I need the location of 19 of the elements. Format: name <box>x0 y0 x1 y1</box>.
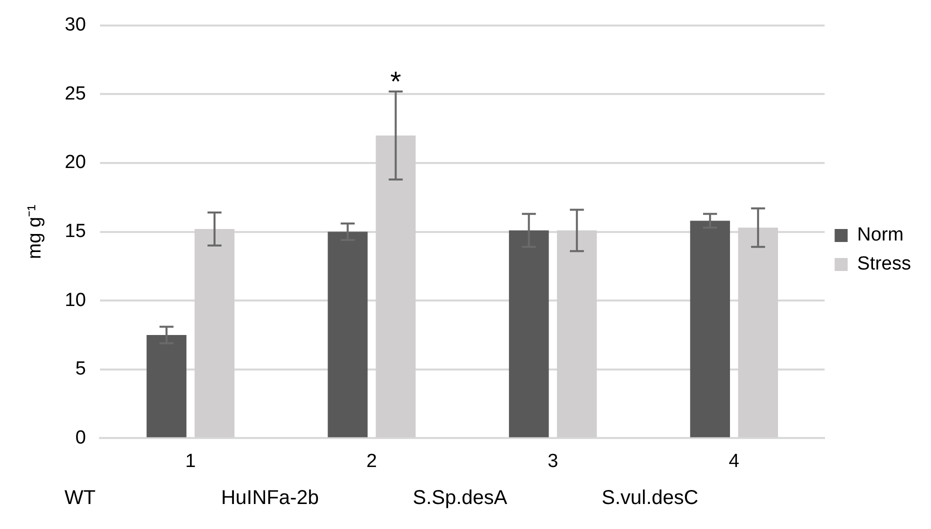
y-tick-label: 5 <box>75 358 86 380</box>
legend-label: Stress <box>857 254 912 275</box>
text: HuINFa-2b <box>221 487 319 510</box>
legend-label: Norm <box>857 224 904 246</box>
y-tick-label: 0 <box>75 427 86 448</box>
y-axis-title: mg g⁻¹ <box>24 204 46 260</box>
annotation: * <box>390 66 402 98</box>
y-tick-label: 20 <box>64 152 86 174</box>
x-tick-label: 2 <box>366 450 377 472</box>
x-tick-label: 1 <box>185 450 196 472</box>
text: S.vul.desC <box>602 487 698 510</box>
y-tick-label: 25 <box>64 83 86 104</box>
text: WT <box>64 487 96 510</box>
x-tick-label: 4 <box>728 450 740 472</box>
text: S.Sp.desA <box>412 487 508 510</box>
y-tick-label: 10 <box>64 290 86 311</box>
x-tick-label: 3 <box>548 450 558 472</box>
y-tick-label: 30 <box>64 14 86 36</box>
y-tick-label: 15 <box>64 221 86 242</box>
